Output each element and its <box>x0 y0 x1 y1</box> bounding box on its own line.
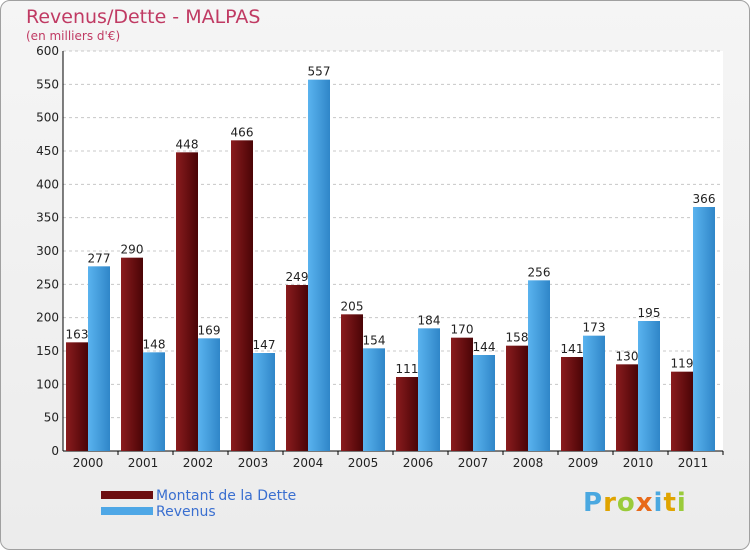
x-tick-label: 2003 <box>238 456 269 470</box>
logo-letter: r <box>603 488 617 518</box>
bar-dette <box>286 285 308 451</box>
x-tick-label: 2004 <box>293 456 324 470</box>
logo-letter: t <box>663 488 677 518</box>
logo-letter: i <box>653 488 664 518</box>
bar-dette <box>451 337 473 451</box>
data-label: 366 <box>693 192 716 206</box>
data-label: 147 <box>253 338 276 352</box>
data-label: 173 <box>583 321 606 335</box>
y-tick-label: 400 <box>36 177 59 191</box>
logo-letter: x <box>635 488 654 518</box>
data-label: 290 <box>121 243 144 257</box>
bar-dette <box>231 140 253 452</box>
bar-revenus <box>638 321 660 451</box>
y-tick-label: 500 <box>36 111 59 125</box>
bar-revenus <box>143 352 165 451</box>
data-label: 158 <box>506 331 529 345</box>
data-label: 557 <box>308 65 331 79</box>
data-label: 205 <box>341 299 364 313</box>
data-label: 170 <box>451 323 474 337</box>
data-label: 277 <box>88 251 111 265</box>
bar-revenus <box>363 348 385 451</box>
data-label: 448 <box>176 137 199 151</box>
bar-dette <box>121 257 143 451</box>
y-tick-label: 300 <box>36 244 59 258</box>
x-tick-label: 2009 <box>568 456 599 470</box>
bar-dette <box>616 364 638 451</box>
logo-letter: o <box>616 488 636 518</box>
legend-label-dette: Montant de la Dette <box>156 488 297 504</box>
data-label: 119 <box>671 357 694 371</box>
proxiti-logo: Proxiti <box>583 488 687 518</box>
bar-revenus <box>473 355 495 451</box>
data-label: 195 <box>638 306 661 320</box>
data-label: 466 <box>231 125 254 139</box>
bar-dette <box>671 371 693 451</box>
x-tick-label: 2008 <box>513 456 544 470</box>
bar-dette <box>176 152 198 452</box>
bar-revenus <box>198 338 220 451</box>
data-label: 130 <box>616 349 639 363</box>
x-tick-label: 2007 <box>458 456 489 470</box>
y-tick-label: 250 <box>36 277 59 291</box>
legend-label-revenus: Revenus <box>156 504 216 520</box>
x-tick-label: 2010 <box>623 456 654 470</box>
data-label: 141 <box>561 342 584 356</box>
bar-revenus <box>528 280 550 451</box>
data-label: 169 <box>198 323 221 337</box>
bar-revenus <box>418 328 440 451</box>
x-tick-label: 2006 <box>403 456 434 470</box>
bar-dette <box>506 345 528 451</box>
x-tick-label: 2002 <box>183 456 214 470</box>
data-label: 163 <box>66 327 89 341</box>
data-label: 249 <box>286 270 309 284</box>
legend-swatch-revenus <box>101 507 153 515</box>
chart-title: Revenus/Dette - MALPAS <box>26 6 261 28</box>
y-tick-label: 100 <box>36 377 59 391</box>
bar-revenus <box>583 335 605 451</box>
y-tick-label: 600 <box>36 44 59 58</box>
data-label: 256 <box>528 265 551 279</box>
y-tick-label: 50 <box>44 411 59 425</box>
bar-revenus <box>88 266 110 451</box>
y-tick-label: 0 <box>51 444 59 458</box>
data-label: 184 <box>418 313 441 327</box>
x-tick-label: 2001 <box>128 456 159 470</box>
y-tick-label: 550 <box>36 77 59 91</box>
chart-subtitle: (en milliers d'€) <box>26 29 121 43</box>
data-label: 154 <box>363 333 386 347</box>
x-tick-label: 2005 <box>348 456 379 470</box>
legend-swatch-dette <box>101 491 153 499</box>
bar-dette <box>396 377 418 451</box>
logo-letter: i <box>676 488 687 518</box>
logo-letter: P <box>583 488 604 518</box>
bar-revenus <box>308 79 330 452</box>
y-tick-label: 200 <box>36 311 59 325</box>
data-label: 111 <box>396 362 419 376</box>
y-tick-label: 450 <box>36 144 59 158</box>
bar-revenus <box>253 353 275 451</box>
x-tick-label: 2011 <box>678 456 709 470</box>
y-tick-label: 150 <box>36 344 59 358</box>
x-tick-label: 2000 <box>73 456 104 470</box>
bar-dette <box>561 357 583 451</box>
bar-dette <box>66 342 88 451</box>
data-label: 148 <box>143 337 166 351</box>
data-label: 144 <box>473 340 496 354</box>
y-tick-label: 350 <box>36 211 59 225</box>
bar-revenus <box>693 207 715 451</box>
bar-dette <box>341 314 363 451</box>
